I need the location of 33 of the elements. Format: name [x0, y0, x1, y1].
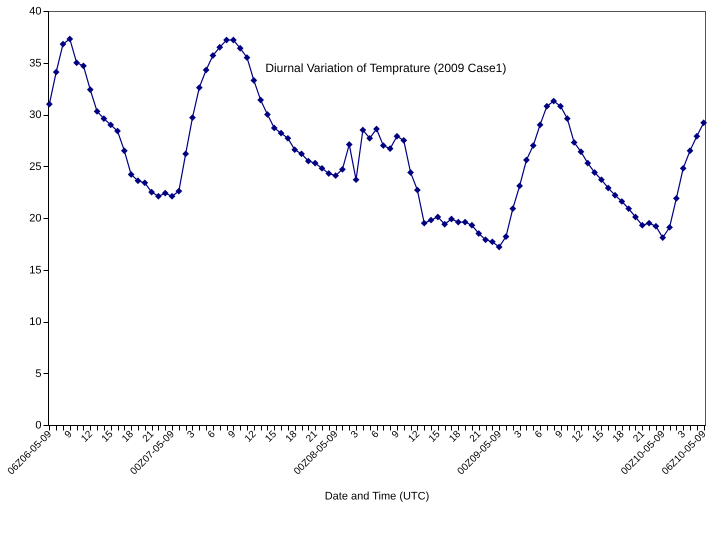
x-tick-label: 18 — [610, 428, 627, 445]
x-tick-label: 15 — [263, 428, 280, 445]
x-tick-label: 12 — [79, 428, 96, 445]
x-tick-label: 9 — [226, 428, 238, 441]
x-tick-label: 15 — [426, 428, 443, 445]
x-tick-label: 18 — [447, 428, 464, 445]
x-tick-label: 6 — [370, 428, 382, 441]
y-tick-label: 30 — [29, 109, 42, 121]
x-tick-label: 15 — [100, 428, 116, 445]
x-tick-label: 18 — [284, 428, 300, 445]
x-tick-label: 12 — [570, 428, 586, 445]
y-tick-label: 10 — [29, 316, 42, 328]
x-tick-label: 9 — [390, 428, 402, 441]
y-tick-label: 20 — [29, 212, 42, 224]
text: Diurnal Variation of Temprature (2009 Case1) — [265, 61, 506, 75]
y-tick-label: 15 — [29, 264, 42, 276]
y-tick-label: 25 — [29, 160, 42, 173]
x-tick-label: 3 — [512, 428, 525, 441]
x-tick-label: 6 — [533, 428, 546, 441]
y-tick-label: 5 — [35, 368, 42, 380]
x-tick-label: 9 — [62, 428, 75, 441]
x-tick-label: 9 — [554, 428, 566, 441]
y-tick-label: 40 — [29, 6, 42, 18]
x-tick-label: 12 — [242, 428, 259, 445]
x-tick-label: 12 — [406, 428, 422, 445]
x-tick-label: 6 — [206, 428, 218, 441]
x-tick-label: 3 — [186, 428, 198, 441]
x-tick-label: 3 — [349, 428, 362, 441]
y-tick-label: 35 — [29, 57, 42, 70]
x-axis-title: Date and Time (UTC) — [324, 490, 430, 503]
x-tick-label: 15 — [590, 428, 606, 445]
x-tick-label: 18 — [120, 428, 136, 445]
y-tick-label: 0 — [35, 420, 42, 432]
